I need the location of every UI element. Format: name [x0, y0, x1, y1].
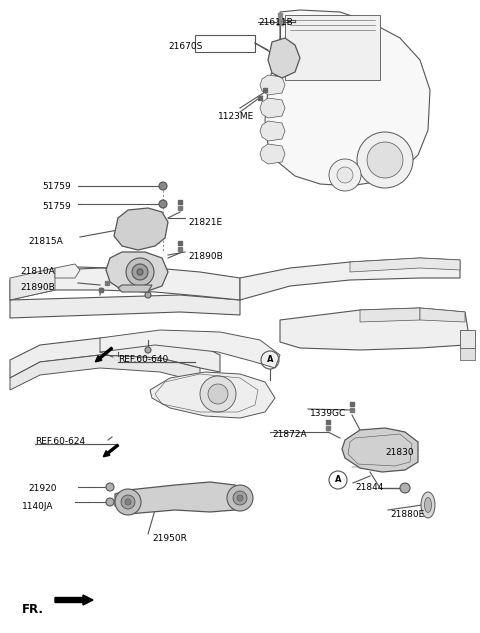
Text: 1339GC: 1339GC — [310, 409, 346, 418]
Circle shape — [125, 499, 131, 505]
Text: 21880E: 21880E — [390, 510, 424, 519]
Polygon shape — [10, 268, 240, 300]
Polygon shape — [10, 338, 220, 378]
Text: REF.60-624: REF.60-624 — [35, 437, 85, 446]
Text: REF.60-640: REF.60-640 — [118, 355, 168, 364]
Text: 21670S: 21670S — [168, 42, 203, 51]
FancyArrow shape — [96, 348, 113, 362]
Text: 21815A: 21815A — [28, 237, 63, 246]
Circle shape — [367, 142, 403, 178]
Polygon shape — [10, 295, 240, 318]
Text: FR.: FR. — [22, 603, 44, 616]
Circle shape — [159, 182, 167, 190]
Circle shape — [200, 376, 236, 412]
Text: A: A — [335, 475, 341, 484]
Text: 51759: 51759 — [42, 202, 71, 211]
Polygon shape — [265, 10, 430, 186]
Polygon shape — [460, 348, 475, 360]
Text: 21844: 21844 — [355, 483, 384, 492]
Polygon shape — [420, 308, 465, 322]
Polygon shape — [260, 98, 285, 118]
Circle shape — [145, 347, 151, 353]
Circle shape — [208, 384, 228, 404]
Polygon shape — [260, 121, 285, 141]
Circle shape — [237, 495, 243, 501]
Polygon shape — [280, 308, 468, 350]
Polygon shape — [342, 428, 418, 472]
Text: 21810A: 21810A — [20, 267, 55, 276]
Text: 21920: 21920 — [28, 484, 57, 493]
Polygon shape — [100, 330, 280, 368]
Polygon shape — [118, 285, 152, 292]
Circle shape — [357, 132, 413, 188]
Polygon shape — [460, 330, 475, 348]
Circle shape — [121, 495, 135, 509]
Polygon shape — [260, 75, 285, 95]
Circle shape — [145, 292, 151, 298]
Polygon shape — [360, 308, 420, 322]
Polygon shape — [150, 372, 275, 418]
Polygon shape — [55, 264, 80, 278]
Ellipse shape — [421, 492, 435, 518]
Polygon shape — [10, 355, 200, 390]
FancyArrow shape — [103, 444, 119, 457]
Text: 21890B: 21890B — [188, 252, 223, 261]
Circle shape — [337, 167, 353, 183]
Text: 21830: 21830 — [385, 448, 414, 457]
Polygon shape — [10, 268, 55, 300]
Circle shape — [159, 200, 167, 208]
Circle shape — [132, 264, 148, 280]
Circle shape — [106, 498, 114, 506]
Text: 1140JA: 1140JA — [22, 502, 53, 511]
Circle shape — [329, 159, 361, 191]
Polygon shape — [106, 252, 168, 292]
Text: 51759: 51759 — [42, 182, 71, 191]
Polygon shape — [350, 258, 460, 272]
Text: 21821E: 21821E — [188, 218, 222, 227]
FancyArrow shape — [55, 595, 93, 605]
Text: 21611B: 21611B — [258, 18, 293, 27]
Text: 1123ME: 1123ME — [218, 112, 254, 121]
Circle shape — [227, 485, 253, 511]
Text: 21950R: 21950R — [152, 534, 187, 543]
Circle shape — [233, 491, 247, 505]
Circle shape — [126, 258, 154, 286]
Ellipse shape — [424, 498, 432, 513]
Polygon shape — [240, 258, 460, 300]
Polygon shape — [268, 38, 300, 78]
Polygon shape — [115, 482, 248, 514]
Circle shape — [106, 483, 114, 491]
Text: 21890B: 21890B — [20, 283, 55, 292]
Circle shape — [137, 269, 143, 275]
Polygon shape — [285, 15, 380, 80]
Text: 21872A: 21872A — [272, 430, 307, 439]
Polygon shape — [114, 208, 168, 250]
Polygon shape — [260, 144, 285, 164]
Text: A: A — [267, 356, 273, 365]
Circle shape — [115, 489, 141, 515]
Circle shape — [400, 483, 410, 493]
